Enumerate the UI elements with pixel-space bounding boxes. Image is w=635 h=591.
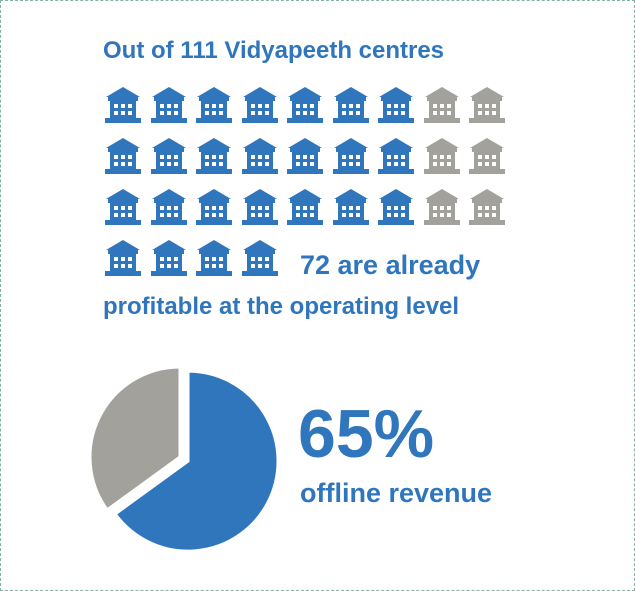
profitable-centre-building-icon [377,138,415,174]
profitable-centre-building-icon [241,240,279,276]
profitable-centre-building-icon [377,87,415,123]
profitable-centre-building-icon [286,87,324,123]
offline-revenue-label: offline revenue [300,478,493,508]
offline-revenue-percent: 65% [298,396,435,472]
profitable-centre-building-icon [104,240,142,276]
profitable-centre-building-icon [286,189,324,225]
revenue-pie-chart [88,365,280,553]
profitable-centre-building-icon [286,138,324,174]
profitable-centre-building-icon [150,138,188,174]
profitable-centre-building-icon [332,138,370,174]
profitable-centre-building-icon [150,87,188,123]
profitable-centre-building-icon [150,240,188,276]
profitable-centre-building-icon [150,189,188,225]
profitable-centre-building-icon [195,87,233,123]
profitable-centre-building-icon [332,87,370,123]
profitable-count-text: 72 are already [300,250,481,280]
other-centre-building-icon [423,189,461,225]
other-centre-building-icon [468,138,506,174]
other-centre-building-icon [423,87,461,123]
profitable-description-text: profitable at the operating level [103,293,460,320]
other-centre-building-icon [468,189,506,225]
profitable-centre-building-icon [104,189,142,225]
profitable-centre-building-icon [241,87,279,123]
profitable-centre-building-icon [332,189,370,225]
page-title: Out of 111 Vidyapeeth centres [103,37,445,64]
profitable-centre-building-icon [104,138,142,174]
profitable-centre-building-icon [195,189,233,225]
pie-slice-offline-revenue [113,369,280,553]
other-centre-building-icon [423,138,461,174]
profitable-centre-building-icon [195,240,233,276]
profitable-centre-building-icon [241,189,279,225]
profitable-centre-building-icon [241,138,279,174]
profitable-centre-building-icon [377,189,415,225]
profitable-centre-building-icon [104,87,142,123]
profitable-centre-building-icon [195,138,233,174]
other-centre-building-icon [468,87,506,123]
pie-slice-remainder [88,365,182,512]
